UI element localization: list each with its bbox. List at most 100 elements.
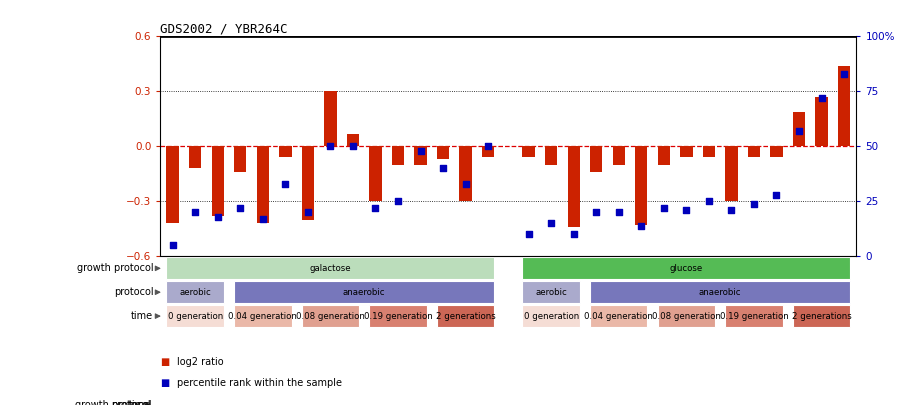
Bar — [838, 66, 850, 147]
Point — [657, 205, 671, 211]
Bar — [725, 147, 737, 201]
Point — [566, 231, 581, 238]
Text: time: time — [131, 311, 153, 321]
Point — [458, 181, 473, 187]
Bar — [793, 305, 850, 327]
Text: GDS2002 / YBR264C: GDS2002 / YBR264C — [160, 22, 288, 35]
Point — [814, 95, 829, 101]
Point — [544, 220, 559, 227]
Point — [256, 216, 270, 222]
Bar — [369, 147, 382, 201]
Bar — [482, 147, 495, 158]
Text: galactose: galactose — [310, 264, 351, 273]
Point — [233, 205, 247, 211]
Text: 2 generations: 2 generations — [791, 311, 851, 321]
Point — [769, 192, 784, 198]
Text: ■: ■ — [160, 358, 169, 367]
Text: log2 ratio: log2 ratio — [177, 358, 224, 367]
Text: 0.19 generation: 0.19 generation — [720, 311, 789, 321]
Point — [323, 143, 338, 150]
Bar — [369, 305, 427, 327]
Text: aerobic: aerobic — [180, 288, 211, 297]
Point — [300, 209, 315, 215]
Point — [166, 242, 180, 249]
Bar — [770, 147, 782, 158]
Text: 0 generation: 0 generation — [524, 311, 579, 321]
Bar — [347, 134, 359, 147]
Bar — [613, 147, 625, 165]
Bar — [212, 147, 224, 216]
Bar — [522, 147, 535, 158]
Bar — [437, 147, 449, 159]
Bar — [167, 305, 224, 327]
Bar — [747, 147, 760, 158]
Point — [634, 222, 649, 229]
Bar — [568, 147, 580, 227]
Text: growth protocol: growth protocol — [74, 400, 151, 405]
Point — [188, 209, 202, 215]
Text: aerobic: aerobic — [535, 288, 567, 297]
Bar — [681, 147, 692, 158]
Point — [211, 213, 225, 220]
Point — [345, 143, 360, 150]
Bar — [167, 147, 179, 224]
Bar — [437, 305, 495, 327]
Text: 0.04 generation: 0.04 generation — [228, 311, 298, 321]
Bar — [522, 305, 580, 327]
Point — [724, 207, 738, 213]
Point — [390, 198, 405, 205]
Point — [791, 128, 806, 134]
Bar — [324, 92, 336, 147]
Bar — [234, 305, 291, 327]
Bar — [522, 281, 580, 303]
Bar — [545, 147, 557, 165]
Bar — [725, 305, 782, 327]
Text: 0 generation: 0 generation — [168, 311, 223, 321]
Text: time: time — [129, 400, 151, 405]
Text: 0.19 generation: 0.19 generation — [364, 311, 432, 321]
Bar — [658, 305, 715, 327]
Bar — [590, 147, 603, 172]
Text: 0.08 generation: 0.08 generation — [652, 311, 721, 321]
Bar — [167, 281, 224, 303]
Bar — [590, 305, 648, 327]
Bar — [414, 147, 427, 165]
Text: 0.04 generation: 0.04 generation — [584, 311, 653, 321]
Text: anaerobic: anaerobic — [699, 288, 741, 297]
Bar — [522, 257, 850, 279]
Point — [702, 198, 716, 205]
Bar — [703, 147, 715, 158]
Bar — [793, 112, 805, 147]
Bar — [234, 147, 246, 172]
Bar — [635, 147, 648, 225]
Bar — [189, 147, 202, 168]
Point — [481, 143, 496, 150]
Point — [521, 231, 536, 238]
Text: glucose: glucose — [670, 264, 703, 273]
Point — [836, 70, 851, 77]
Bar — [460, 147, 472, 201]
Point — [679, 207, 693, 213]
Text: anaerobic: anaerobic — [343, 288, 386, 297]
Point — [747, 200, 761, 207]
Bar — [815, 97, 828, 147]
Point — [413, 147, 428, 154]
Bar — [167, 257, 495, 279]
Bar — [256, 147, 269, 224]
Bar — [279, 147, 291, 158]
Text: protocol: protocol — [114, 287, 153, 297]
Point — [436, 165, 451, 172]
Point — [612, 209, 627, 215]
Text: 0.08 generation: 0.08 generation — [296, 311, 365, 321]
Bar — [301, 305, 359, 327]
Bar — [658, 147, 670, 165]
Point — [589, 209, 604, 215]
Bar — [590, 281, 850, 303]
Text: ■: ■ — [160, 378, 169, 388]
Text: protocol: protocol — [112, 400, 151, 405]
Bar — [301, 147, 314, 220]
Text: percentile rank within the sample: percentile rank within the sample — [177, 378, 342, 388]
Text: growth protocol: growth protocol — [77, 263, 153, 273]
Text: 2 generations: 2 generations — [436, 311, 496, 321]
Point — [278, 181, 293, 187]
